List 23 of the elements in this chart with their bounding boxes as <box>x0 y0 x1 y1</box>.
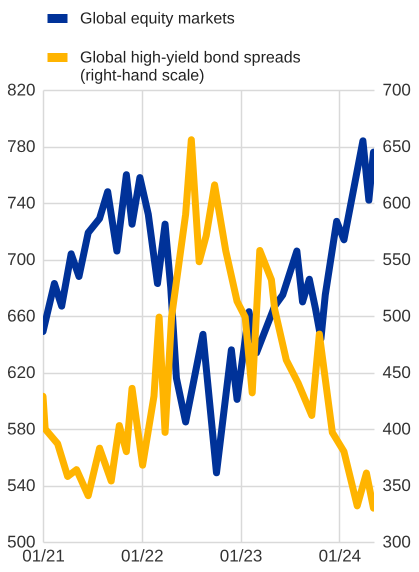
x-tick-label: 01/23 <box>220 546 262 566</box>
x-tick-label: 01/21 <box>22 546 65 566</box>
y-tick-label: 780 <box>7 137 36 156</box>
y2-tick-label: 650 <box>382 137 411 156</box>
y-tick-label: 740 <box>7 194 36 212</box>
legend-label: Global high-yield bond spreads (right-hand scale) <box>80 50 301 84</box>
y2-tick-label: 450 <box>382 363 411 382</box>
y-tick-label: 700 <box>7 250 36 269</box>
y2-tick-label: 400 <box>382 420 411 438</box>
y-tick-label: 820 <box>7 80 36 100</box>
y2-tick-label: 550 <box>382 250 411 269</box>
x-tick-label: 01/24 <box>318 546 362 566</box>
y-tick-label: 540 <box>7 476 36 495</box>
legend-label: Global equity markets <box>80 10 235 28</box>
y2-tick-label: 500 <box>382 306 411 326</box>
y-tick-label: 620 <box>7 363 36 382</box>
y2-tick-label: 350 <box>382 476 411 495</box>
x-tick-label: 01/22 <box>121 546 164 566</box>
y2-tick-label: 300 <box>382 532 411 552</box>
y2-tick-label: 600 <box>382 194 411 212</box>
y-tick-label: 660 <box>7 306 36 326</box>
y-tick-label: 580 <box>7 420 36 438</box>
y2-tick-label: 700 <box>382 80 411 100</box>
